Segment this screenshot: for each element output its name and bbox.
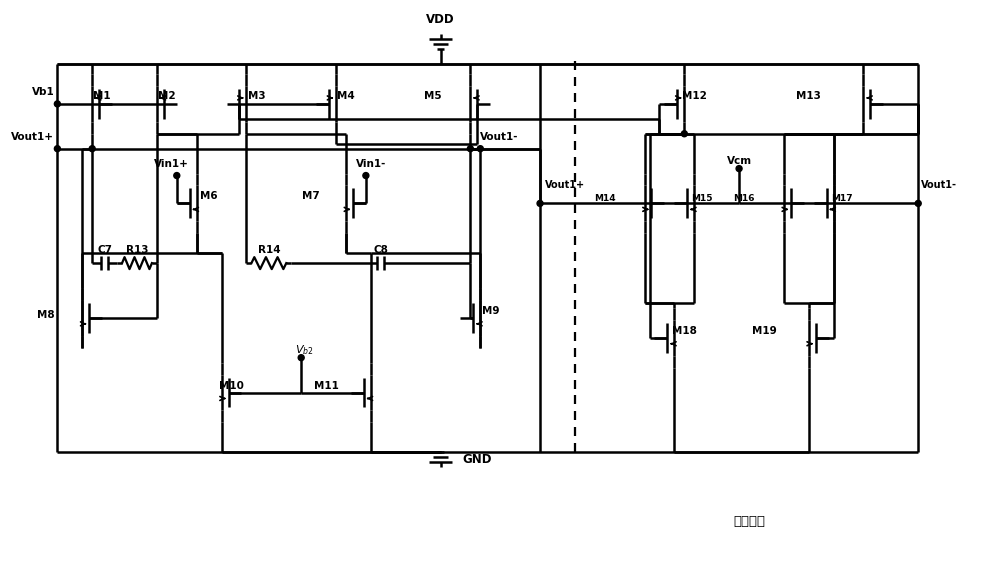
Text: Vout1-: Vout1- — [480, 132, 519, 142]
Text: M6: M6 — [200, 191, 217, 202]
Text: $V_{b2}$: $V_{b2}$ — [295, 343, 314, 357]
Text: VDD: VDD — [426, 13, 455, 26]
Circle shape — [54, 146, 60, 151]
Text: M15: M15 — [692, 194, 713, 203]
Text: GND: GND — [462, 453, 492, 466]
Text: M4: M4 — [337, 91, 355, 101]
Circle shape — [736, 165, 742, 172]
Text: Vin1-: Vin1- — [356, 158, 386, 169]
Text: M12: M12 — [682, 91, 707, 101]
Text: M7: M7 — [302, 191, 320, 202]
Circle shape — [363, 173, 369, 179]
Text: Vb1: Vb1 — [32, 87, 54, 97]
Text: Vout1-: Vout1- — [921, 180, 957, 191]
Text: C8: C8 — [373, 245, 388, 255]
Text: M1: M1 — [93, 91, 111, 101]
Text: M3: M3 — [248, 91, 265, 101]
Text: C7: C7 — [97, 245, 112, 255]
Circle shape — [89, 146, 95, 151]
Text: M18: M18 — [672, 326, 697, 336]
Text: Vout1+: Vout1+ — [545, 180, 585, 191]
Text: M2: M2 — [158, 91, 176, 101]
Circle shape — [467, 146, 473, 151]
Text: Vin1+: Vin1+ — [154, 158, 189, 169]
Text: M8: M8 — [37, 310, 54, 320]
Circle shape — [915, 201, 921, 206]
Text: M9: M9 — [482, 306, 499, 316]
Text: M10: M10 — [219, 380, 244, 391]
Circle shape — [174, 173, 180, 179]
Text: Vcm: Vcm — [727, 155, 752, 166]
Text: M13: M13 — [796, 91, 821, 101]
Text: R13: R13 — [126, 245, 148, 255]
Text: M11: M11 — [314, 380, 339, 391]
Text: 共模反馈: 共模反馈 — [733, 516, 765, 528]
Circle shape — [537, 201, 543, 206]
Circle shape — [477, 146, 483, 151]
Text: M16: M16 — [733, 194, 755, 203]
Text: M14: M14 — [594, 194, 616, 203]
Circle shape — [681, 131, 687, 137]
Circle shape — [54, 101, 60, 107]
Circle shape — [298, 355, 304, 361]
Text: Vout1+: Vout1+ — [11, 132, 54, 142]
Text: R14: R14 — [258, 245, 280, 255]
Text: M5: M5 — [424, 91, 441, 101]
Text: M19: M19 — [752, 326, 776, 336]
Text: M17: M17 — [831, 194, 852, 203]
